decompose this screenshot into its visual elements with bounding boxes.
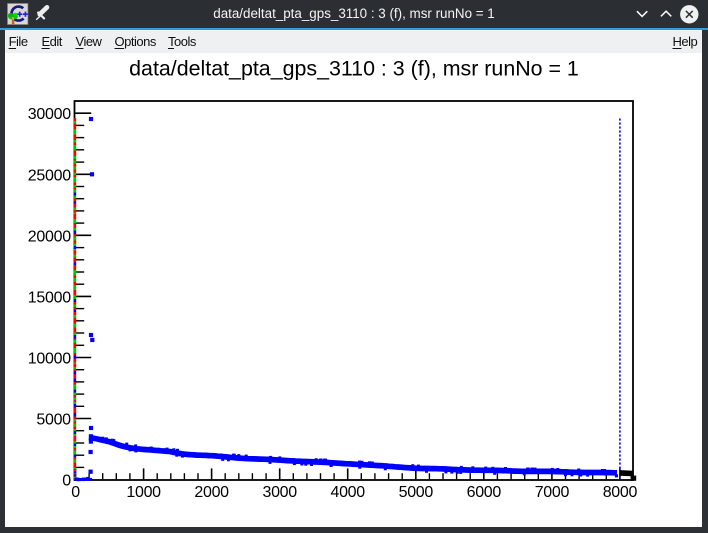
svg-text:15000: 15000 [28,289,71,306]
svg-text:5000: 5000 [36,412,71,429]
svg-text:0: 0 [71,484,80,501]
svg-text:0: 0 [62,473,71,490]
svg-text:20000: 20000 [28,228,71,245]
svg-text:6000: 6000 [467,484,502,501]
svg-text:25000: 25000 [28,167,71,184]
svg-text:1000: 1000 [126,484,161,501]
svg-text:3000: 3000 [262,484,297,501]
svg-text:10000: 10000 [28,351,71,368]
svg-text:7000: 7000 [535,484,570,501]
svg-text:4000: 4000 [330,484,365,501]
svg-text:2000: 2000 [194,484,229,501]
svg-text:data/deltat_pta_gps_3110 : 3 (: data/deltat_pta_gps_3110 : 3 (f), msr ru… [129,57,579,81]
svg-text:8000: 8000 [603,484,638,501]
svg-text:30000: 30000 [28,106,71,123]
svg-text:5000: 5000 [399,484,434,501]
